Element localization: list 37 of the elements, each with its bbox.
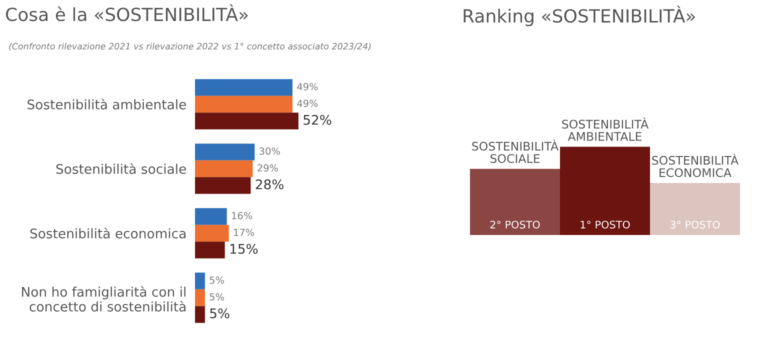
chart-subtitle: (Confronto rilevazione 2021 vs rilevazione 2022 vs 1° concetto associato 2023/24) — [9, 42, 371, 51]
data-label: 52% — [304, 114, 332, 125]
data-label: 49% — [297, 82, 318, 90]
x-tick-label: SOSTENIBILITÀ ECONOMICA — [652, 154, 739, 178]
data-label: 29% — [258, 164, 278, 172]
annotation: 1° POSTO — [580, 220, 630, 229]
bar — [195, 272, 205, 290]
chart-title: Cosa è la «SOSTENIBILITÀ» — [6, 4, 248, 22]
bar — [195, 208, 227, 225]
data-label: 5% — [210, 308, 230, 318]
bar — [195, 160, 253, 178]
bar — [195, 144, 255, 160]
y-tick-label: Sostenibilità sociale — [56, 163, 186, 174]
bar — [195, 289, 205, 306]
annotation: 2° POSTO — [490, 220, 540, 229]
data-label: 16% — [232, 212, 252, 220]
y-tick-label: Sostenibilità ambientale — [28, 98, 186, 110]
bar — [195, 96, 292, 113]
bar — [195, 306, 205, 323]
bar — [195, 242, 225, 258]
y-tick-label: Non ho famigliarità con il concetto di sostenibilità — [22, 286, 186, 312]
annotation: 3° POSTO — [670, 220, 720, 229]
data-label: 15% — [230, 244, 258, 254]
data-label: 30% — [260, 147, 280, 155]
bar — [195, 79, 292, 96]
data-label: 49% — [297, 100, 318, 108]
bar — [195, 177, 251, 194]
chart-title: Ranking «SOSTENIBILITÀ» — [464, 6, 695, 26]
x-tick-label: SOSTENIBILITÀ AMBIENTALE — [562, 118, 649, 141]
x-tick-label: SOSTENIBILITÀ SOCIALE — [472, 140, 559, 164]
bar — [195, 224, 229, 242]
data-label: 5% — [210, 276, 224, 284]
y-tick-label: Sostenibilità economica — [30, 228, 186, 238]
bar — [195, 112, 298, 130]
data-label: 5% — [210, 293, 224, 301]
data-label: 28% — [256, 179, 284, 190]
data-label: 17% — [234, 228, 254, 236]
